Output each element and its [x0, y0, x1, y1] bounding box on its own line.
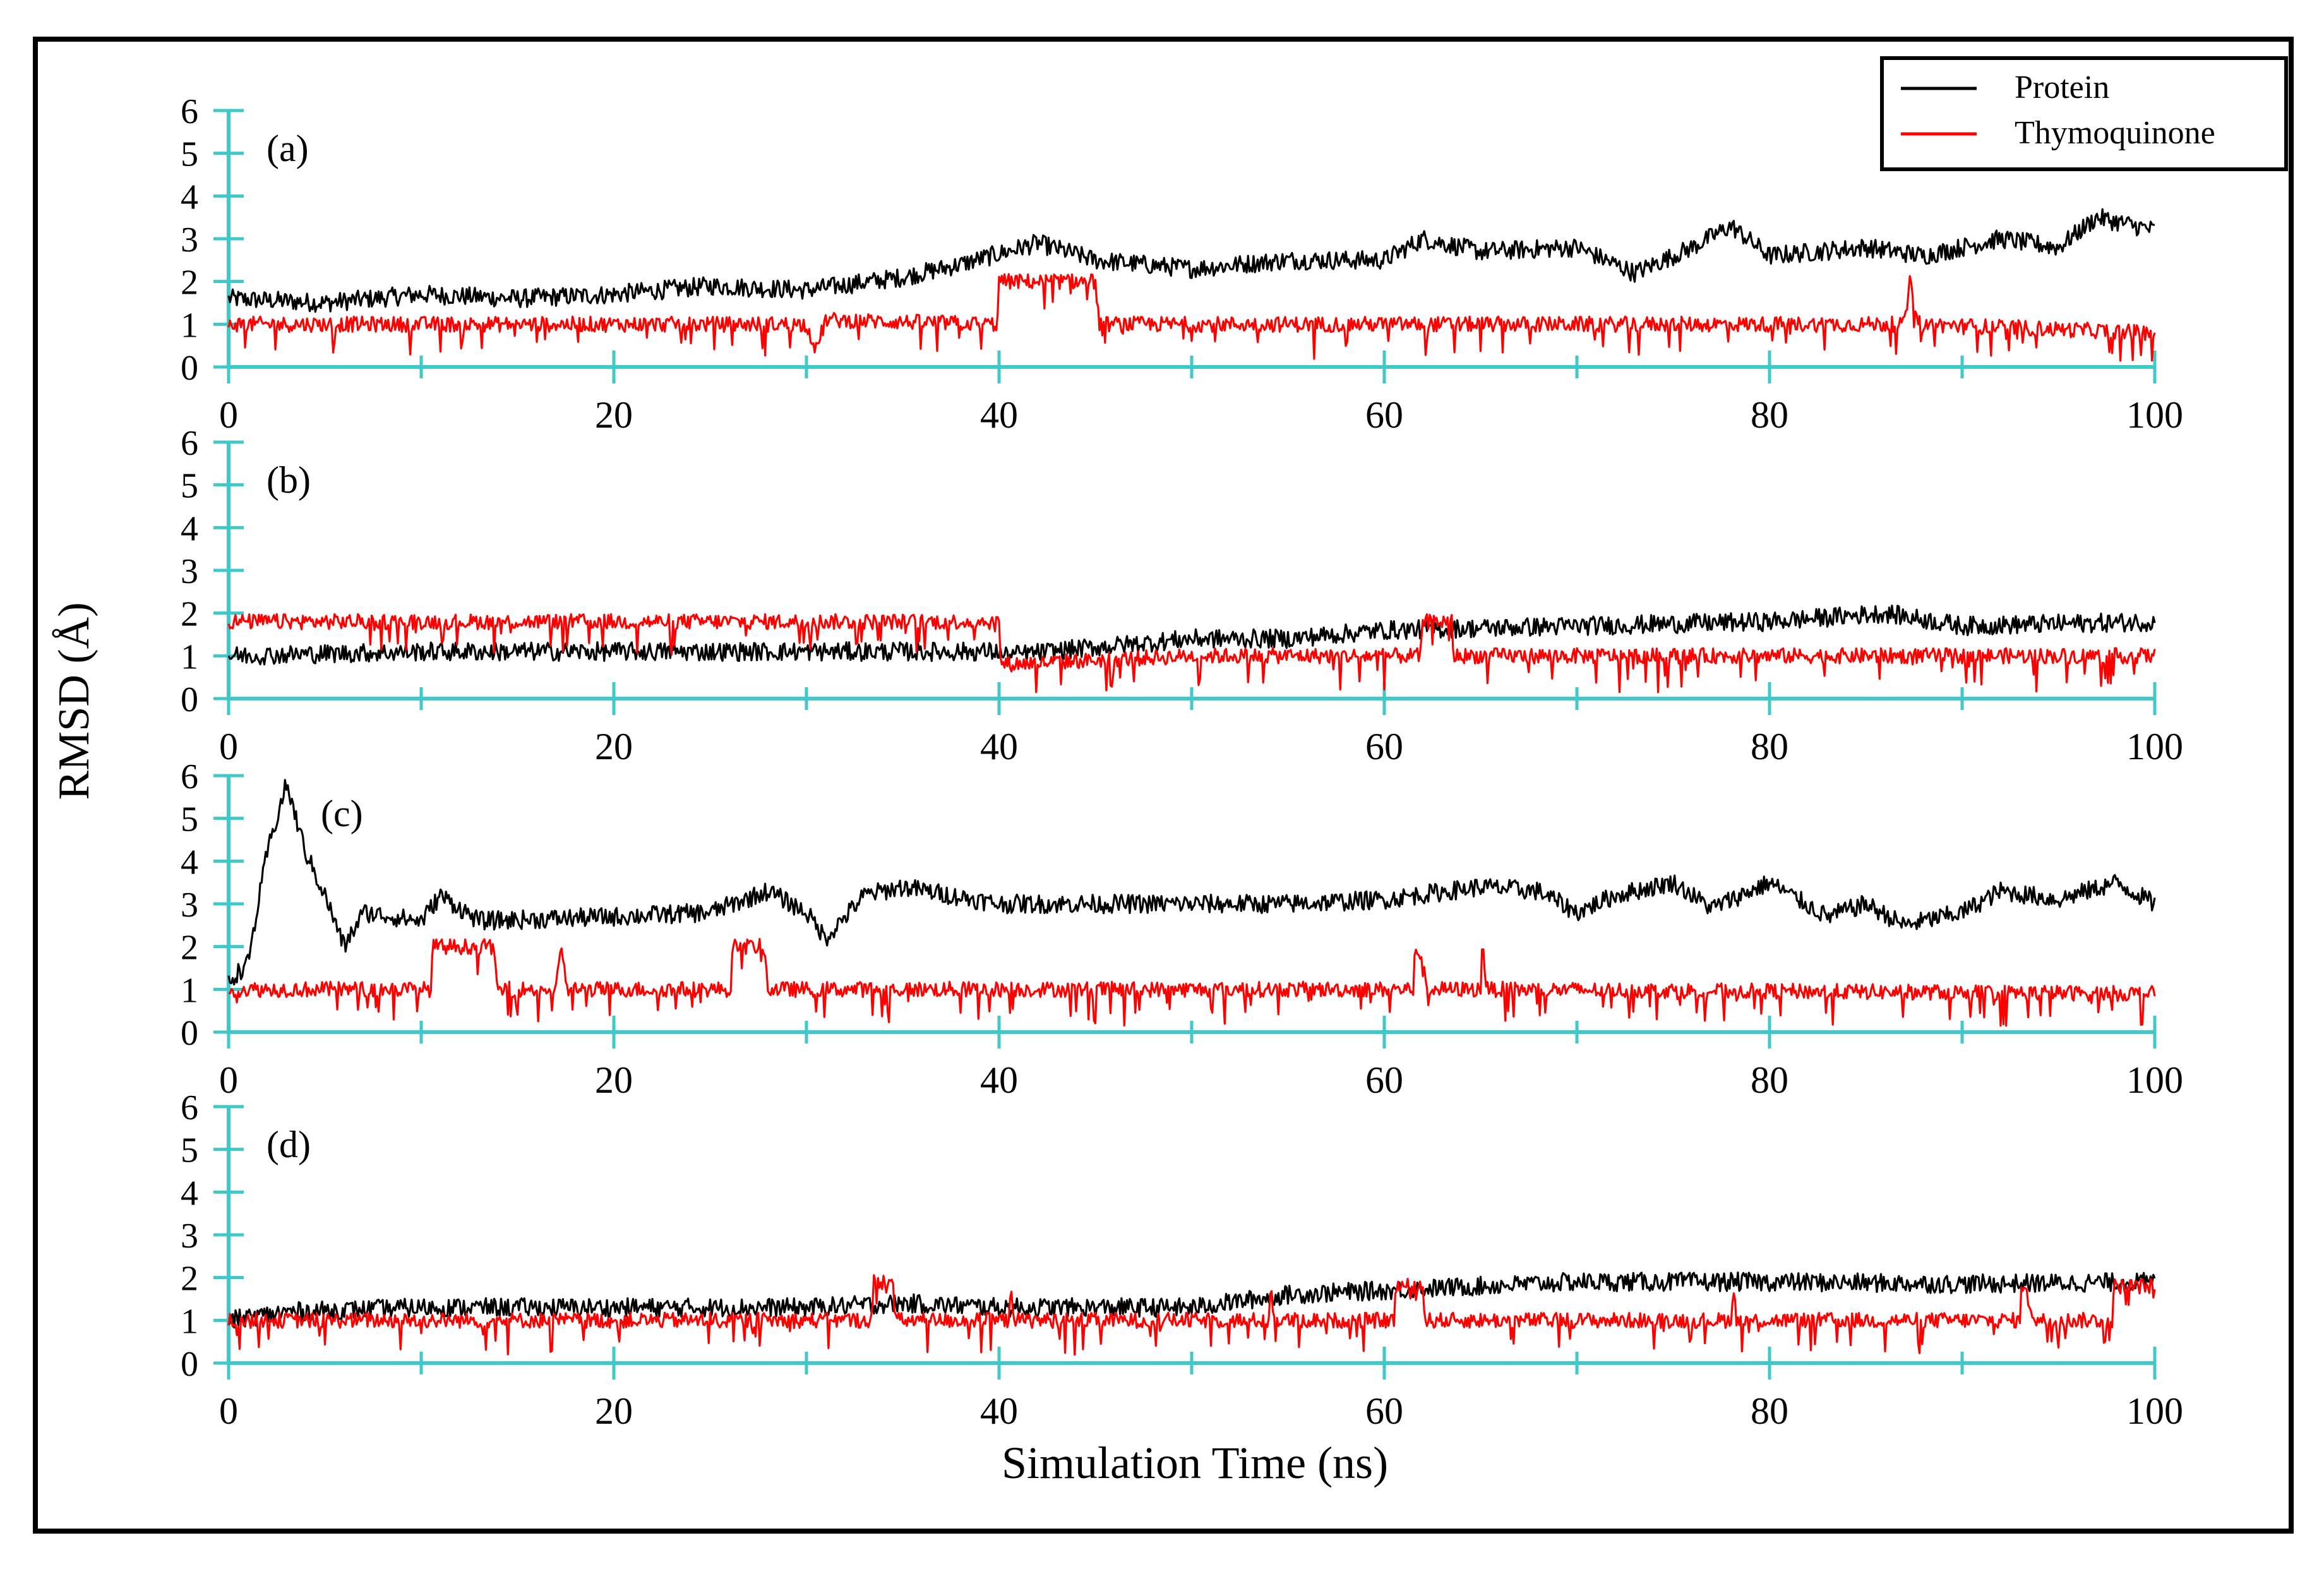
y-tick-label: 0	[181, 349, 198, 388]
x-tick-label: 100	[2126, 726, 2183, 767]
x-tick-label: 40	[980, 394, 1018, 436]
panel-label: (a)	[267, 128, 309, 169]
y-tick-label: 2	[181, 1259, 198, 1299]
y-tick-label: 0	[181, 1345, 198, 1384]
y-tick-label: 3	[181, 886, 198, 925]
y-tick-label: 1	[181, 637, 198, 676]
y-tick-label: 3	[181, 220, 198, 260]
series-line-thymoquinone	[227, 273, 2156, 362]
x-tick-label: 80	[1751, 394, 1788, 436]
y-tick-label: 6	[181, 1088, 198, 1127]
panel-label: (d)	[267, 1124, 311, 1165]
x-axis-label: Simulation Time (ns)	[1002, 1438, 1388, 1488]
legend-protein-label: Protein	[2015, 69, 2109, 105]
series-line-protein	[227, 208, 2155, 313]
x-tick-label: 0	[219, 726, 238, 767]
x-tick-label: 60	[1365, 1059, 1403, 1101]
y-tick-label: 2	[181, 595, 198, 634]
y-tick-label: 4	[181, 509, 198, 548]
legend-thymoquinone-label: Thymoquinone	[2015, 115, 2215, 151]
series-line-protein	[227, 779, 2156, 986]
y-tick-label: 2	[181, 263, 198, 303]
series-line-thymoquinone	[229, 937, 2156, 1027]
x-tick-label: 80	[1751, 726, 1788, 767]
y-tick-label: 4	[181, 1174, 198, 1213]
x-tick-label: 100	[2126, 1390, 2183, 1432]
y-tick-label: 5	[181, 1131, 198, 1170]
x-tick-label: 100	[2126, 1059, 2183, 1101]
y-tick-label: 1	[181, 1302, 198, 1341]
x-tick-label: 20	[595, 1390, 633, 1432]
x-tick-label: 20	[595, 1059, 633, 1101]
y-tick-label: 1	[181, 971, 198, 1010]
legend-box	[1880, 56, 2288, 171]
series-line-protein	[227, 1271, 2156, 1329]
x-tick-label: 80	[1751, 1059, 1788, 1101]
x-tick-label: 80	[1751, 1390, 1788, 1432]
y-tick-label: 4	[181, 843, 198, 882]
y-tick-label: 6	[181, 757, 198, 797]
x-tick-label: 60	[1365, 1390, 1403, 1432]
x-tick-label: 0	[219, 1390, 238, 1432]
y-tick-label: 6	[181, 424, 198, 463]
y-tick-label: 6	[181, 92, 198, 131]
x-tick-label: 20	[595, 726, 633, 767]
series-line-thymoquinone	[227, 1274, 2156, 1356]
x-tick-label: 60	[1365, 726, 1403, 767]
y-tick-label: 2	[181, 929, 198, 968]
x-tick-label: 20	[595, 394, 633, 436]
x-tick-label: 40	[980, 1059, 1018, 1101]
legend: Protein Thymoquinone	[1880, 56, 2288, 171]
panel-label: (c)	[321, 793, 363, 834]
x-tick-label: 40	[980, 726, 1018, 767]
y-tick-label: 0	[181, 680, 198, 719]
x-tick-label: 0	[219, 394, 238, 436]
series-line-thymoquinone	[227, 613, 2156, 694]
y-tick-label: 3	[181, 552, 198, 591]
x-tick-label: 100	[2126, 394, 2183, 436]
y-tick-label: 5	[181, 135, 198, 174]
x-tick-label: 0	[219, 1059, 238, 1101]
panel-label: (b)	[267, 459, 311, 501]
y-tick-label: 5	[181, 467, 198, 506]
x-tick-label: 40	[980, 1390, 1018, 1432]
series-line-protein	[227, 604, 2156, 666]
y-tick-label: 0	[181, 1014, 198, 1053]
y-tick-label: 4	[181, 177, 198, 217]
y-tick-label: 1	[181, 306, 198, 345]
y-tick-label: 5	[181, 800, 198, 839]
x-tick-label: 60	[1365, 394, 1403, 436]
y-tick-label: 3	[181, 1217, 198, 1256]
y-axis-label: RMSD (Å)	[50, 602, 99, 800]
